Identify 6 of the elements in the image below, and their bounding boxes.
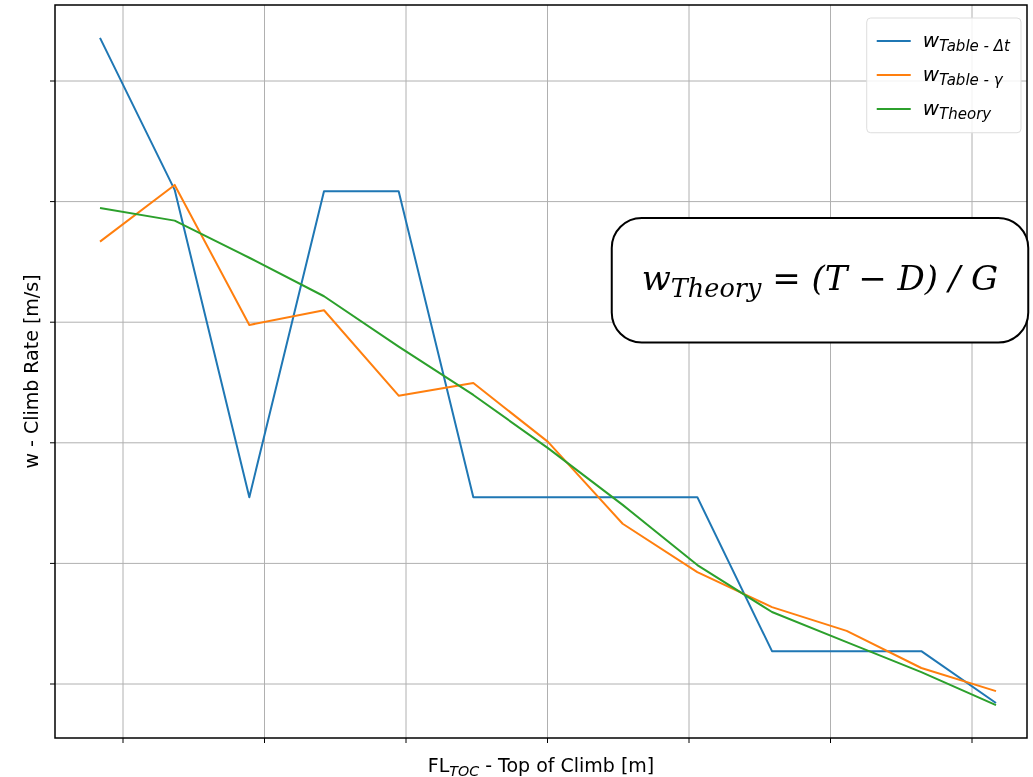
annotation: w$_{Theory}$ = (T − D) / G: [641, 258, 999, 303]
legend-label: w$_{Theory}$: [922, 96, 993, 123]
x-axis-title: FL$_{TOC}$ - Top of Climb [m]: [427, 754, 655, 777]
legend-label: w$_{Table - γ}$: [922, 62, 1004, 89]
legend-label: w$_{Table - Δt}$: [922, 28, 1011, 55]
y-axis-title: w - Climb Rate [m/s]: [20, 274, 42, 469]
